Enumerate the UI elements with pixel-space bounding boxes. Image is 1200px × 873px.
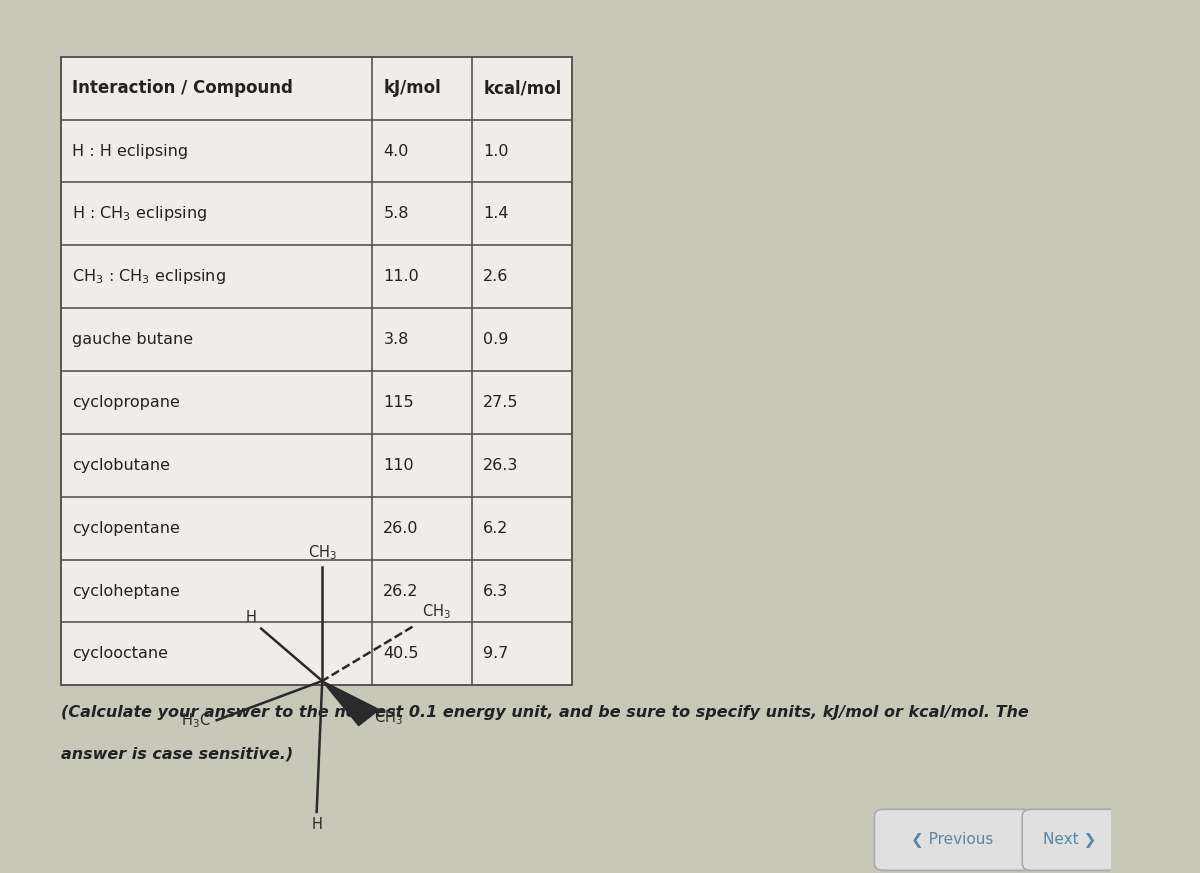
Text: H: H bbox=[246, 610, 257, 625]
FancyBboxPatch shape bbox=[875, 809, 1031, 870]
Text: 3.8: 3.8 bbox=[383, 332, 409, 347]
FancyBboxPatch shape bbox=[61, 57, 572, 685]
Text: 2.6: 2.6 bbox=[484, 269, 509, 285]
Text: 5.8: 5.8 bbox=[383, 206, 409, 222]
Text: 40.5: 40.5 bbox=[383, 646, 419, 662]
Text: H : H eclipsing: H : H eclipsing bbox=[72, 143, 188, 159]
Text: ❮ Previous: ❮ Previous bbox=[911, 832, 994, 848]
Text: (Calculate your answer to the nearest 0.1 energy unit, and be sure to specify un: (Calculate your answer to the nearest 0.… bbox=[61, 705, 1028, 719]
Text: gauche butane: gauche butane bbox=[72, 332, 193, 347]
Text: CH$_3$: CH$_3$ bbox=[374, 708, 403, 727]
Text: 6.3: 6.3 bbox=[484, 583, 509, 599]
Text: 1.0: 1.0 bbox=[484, 143, 509, 159]
Text: H: H bbox=[311, 817, 322, 832]
Text: 6.2: 6.2 bbox=[484, 520, 509, 536]
FancyBboxPatch shape bbox=[1022, 809, 1117, 870]
Text: H$_3$C: H$_3$C bbox=[181, 711, 211, 730]
Text: 110: 110 bbox=[383, 457, 414, 473]
Text: Next ❯: Next ❯ bbox=[1043, 832, 1097, 848]
Text: cycloheptane: cycloheptane bbox=[72, 583, 180, 599]
Text: cyclobutane: cyclobutane bbox=[72, 457, 170, 473]
Text: H : CH$_3$ eclipsing: H : CH$_3$ eclipsing bbox=[72, 204, 208, 223]
Polygon shape bbox=[323, 681, 379, 725]
Text: 4.0: 4.0 bbox=[383, 143, 409, 159]
Text: 26.0: 26.0 bbox=[383, 520, 419, 536]
Text: 11.0: 11.0 bbox=[383, 269, 419, 285]
Text: Interaction / Compound: Interaction / Compound bbox=[72, 79, 293, 97]
Text: 26.2: 26.2 bbox=[383, 583, 419, 599]
Text: CH$_3$ : CH$_3$ eclipsing: CH$_3$ : CH$_3$ eclipsing bbox=[72, 267, 226, 286]
Text: cyclopentane: cyclopentane bbox=[72, 520, 180, 536]
Text: 27.5: 27.5 bbox=[484, 395, 518, 410]
Text: kcal/mol: kcal/mol bbox=[484, 79, 562, 97]
Text: 26.3: 26.3 bbox=[484, 457, 518, 473]
Text: CH$_3$: CH$_3$ bbox=[307, 544, 337, 562]
Text: cyclooctane: cyclooctane bbox=[72, 646, 168, 662]
Text: 1.4: 1.4 bbox=[484, 206, 509, 222]
Text: answer is case sensitive.): answer is case sensitive.) bbox=[61, 746, 293, 761]
Text: cyclopropane: cyclopropane bbox=[72, 395, 180, 410]
Text: CH$_3$: CH$_3$ bbox=[422, 602, 451, 621]
Text: kJ/mol: kJ/mol bbox=[383, 79, 442, 97]
Text: 115: 115 bbox=[383, 395, 414, 410]
Text: 0.9: 0.9 bbox=[484, 332, 509, 347]
Text: 9.7: 9.7 bbox=[484, 646, 509, 662]
